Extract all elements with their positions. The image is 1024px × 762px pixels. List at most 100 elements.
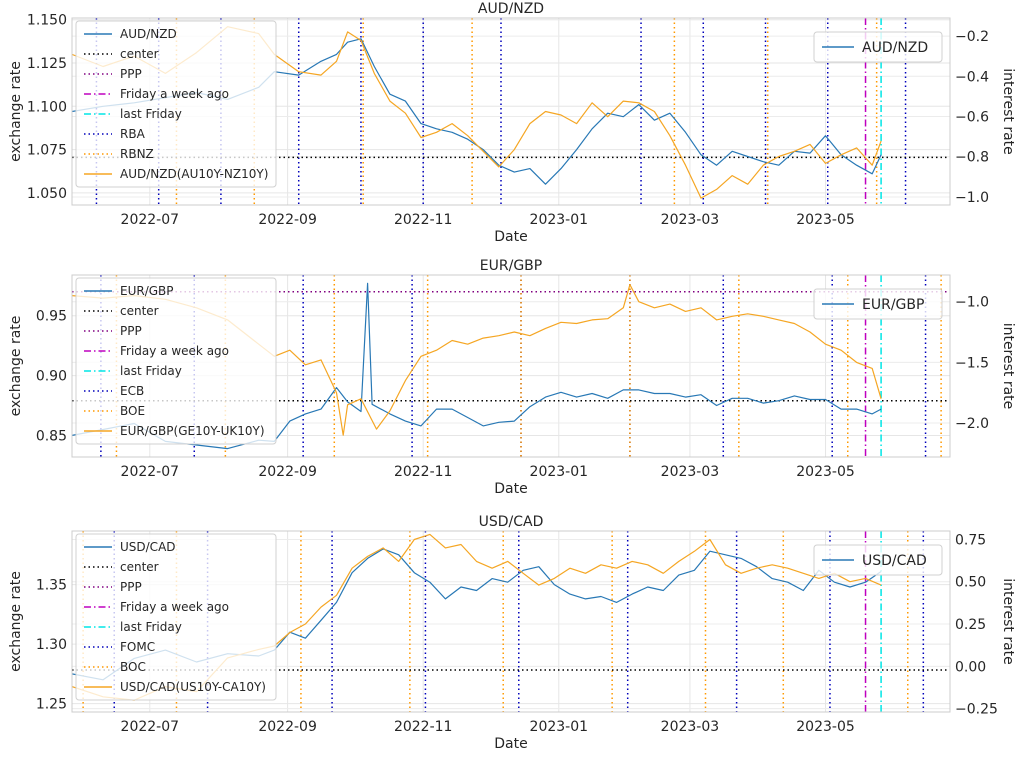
y-tick-label: 1.150 [27,13,67,29]
chart-title: AUD/NZD [478,1,544,17]
legend-left-entry: center [120,304,159,318]
legend-right-entry: EUR/GBP [862,297,924,313]
interest-spread-series-line [72,26,882,199]
chart-panel-1: 2022-07 2022-09 2022-11 2023-01 2023-03 2023-… [8,258,1016,497]
legend-left: USD/CAD center PPP Friday a week ago last Fr… [75,533,277,701]
legend-right-entry: USD/CAD [862,553,927,569]
legend-left-entry: USD/CAD [120,540,176,554]
legend-left-entry: EUR/GBP [120,284,174,298]
y2-tick-label: −2.0 [955,416,989,432]
legend-left-entry: PPP [120,324,142,338]
y-tick-label: 1.25 [36,697,67,713]
x-tick-label: 2022-07 [121,212,180,228]
legend-left: AUD/NZD center PPP Friday a week ago last Fr… [75,20,277,188]
x-tick-label: 2022-07 [121,719,180,735]
y2-tick-label: 0.75 [955,532,986,548]
y2-tick-label: −1.0 [955,295,989,311]
x-tick-label: 2023-01 [530,464,589,480]
y-axis-label: exchange rate [8,571,24,672]
legend-left-entry: BOC [120,660,146,674]
y2-tick-label: −0.2 [955,29,989,45]
legend-left-entry: AUD/NZD [120,27,177,41]
x-tick-label: 2022-09 [258,464,317,480]
x-tick-label: 2022-11 [394,719,453,735]
x-tick-label: 2023-03 [661,212,720,228]
x-tick-label: 2022-09 [258,719,317,735]
legend-left-entry: PPP [120,580,142,594]
x-tick-label: 2022-11 [394,212,453,228]
x-tick-label: 2023-05 [796,464,855,480]
y-tick-label: 1.050 [27,186,67,202]
interest-spread-series-line [72,284,882,436]
y2-axis-label: interest rate [1000,68,1016,155]
legend-left-entry: PPP [120,67,142,81]
y-tick-label: 1.125 [27,56,67,72]
y2-tick-label: −0.25 [955,702,998,718]
y2-tick-label: −1.0 [955,190,989,206]
axes-frame [71,530,951,713]
x-tick-label: 2023-03 [661,464,720,480]
y-tick-label: 1.30 [36,637,67,653]
legend-left-entry: AUD/NZD(AU10Y-NZ10Y) [120,167,268,181]
y2-tick-label: −0.8 [955,150,989,166]
y2-tick-label: 0.50 [955,575,986,591]
legend-left-box [75,20,277,188]
legend-right-entry: AUD/NZD [862,40,928,56]
x-axis-label: Date [494,481,527,497]
legend-right-box [813,31,943,63]
legend-left-entry: BOE [120,404,145,418]
y2-axis-label: interest rate [1000,323,1016,410]
legend-right-box [813,544,943,576]
legend-left-entry: ECB [120,384,144,398]
legend-left-entry: last Friday [120,107,182,121]
legend-left-entry: RBNZ [120,147,154,161]
exchange-rate-series-line [72,548,882,681]
legend-left-entry: last Friday [120,364,182,378]
legend-left-box [75,533,277,701]
y2-axis-label: interest rate [1000,578,1016,665]
x-tick-label: 2023-03 [661,719,720,735]
legend-left: EUR/GBP center PPP Friday a week ago last Fr… [75,277,277,445]
chart-panel-0: 2022-07 2022-09 2022-11 2023-01 2023-03 2023-… [8,1,1016,245]
axes-frame [71,17,951,206]
y2-tick-label: −0.4 [955,69,989,85]
legend-left-entry: center [120,560,159,574]
x-tick-label: 2023-05 [796,719,855,735]
y-tick-label: 1.100 [27,99,67,115]
legend-left-entry: Friday a week ago [120,344,229,358]
legend-left-entry: Friday a week ago [120,600,229,614]
chart-title: EUR/GBP [480,258,542,274]
exchange-rate-series-line [72,282,882,450]
legend-right: EUR/GBP [813,288,943,320]
y-tick-label: 0.90 [36,369,67,385]
y2-tick-label: 0.25 [955,617,986,633]
axes-frame [71,274,951,458]
chart-panel-2: 2022-07 2022-09 2022-11 2023-01 2023-03 2023-… [8,514,1016,752]
legend-right: AUD/NZD [813,31,943,63]
legend-left-entry: USD/CAD(US10Y-CA10Y) [120,680,266,694]
x-axis-label: Date [494,736,527,752]
y-tick-label: 0.95 [36,309,67,325]
legend-left-entry: Friday a week ago [120,87,229,101]
legend-left-entry: FOMC [120,640,155,654]
legend-right: USD/CAD [813,544,943,576]
y-axis-label: exchange rate [8,316,24,417]
chart-title: USD/CAD [479,514,544,530]
x-tick-label: 2022-11 [394,464,453,480]
y2-tick-label: −1.5 [955,355,989,371]
legend-left-box [75,277,277,445]
x-tick-label: 2023-01 [530,212,589,228]
interest-spread-series-line [72,533,882,701]
y-tick-label: 1.075 [27,143,67,159]
x-tick-label: 2022-09 [258,212,317,228]
y2-tick-label: 0.00 [955,659,986,675]
y-tick-label: 1.35 [36,578,67,594]
x-axis-label: Date [494,229,527,245]
x-tick-label: 2023-05 [796,212,855,228]
legend-right-box [813,288,943,320]
y2-tick-label: −0.6 [955,110,989,126]
y-axis-label: exchange rate [8,61,24,162]
y-tick-label: 0.85 [36,428,67,444]
x-tick-label: 2022-07 [121,464,180,480]
